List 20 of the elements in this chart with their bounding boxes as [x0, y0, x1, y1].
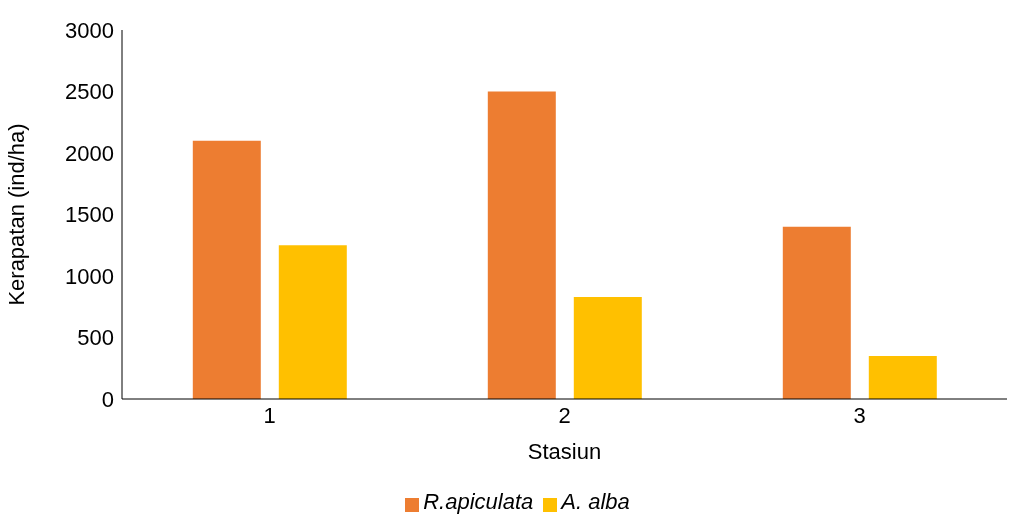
y-tick-label: 2500 [65, 79, 114, 105]
bar [278, 245, 347, 399]
bar [192, 140, 261, 399]
bar [782, 226, 851, 399]
y-tick-label: 3000 [65, 17, 114, 43]
y-tick-label: 500 [77, 325, 114, 351]
y-axis-title: Kerapatan (ind/ha) [3, 123, 29, 306]
x-tick-label: 2 [558, 402, 571, 428]
x-axis-title: Stasiun [527, 439, 602, 464]
y-tick-label: 1000 [65, 263, 114, 289]
bar [868, 355, 937, 399]
y-tick-label: 1500 [65, 202, 114, 228]
bar [573, 296, 642, 399]
x-tick-label: 3 [853, 402, 866, 428]
y-tick-label: 0 [101, 386, 114, 412]
legend-label: R.apiculata [423, 489, 534, 514]
y-tick-label: 2000 [65, 140, 114, 166]
bar [487, 91, 556, 399]
x-tick-label: 1 [263, 402, 276, 428]
legend-label: A. alba [561, 489, 630, 514]
